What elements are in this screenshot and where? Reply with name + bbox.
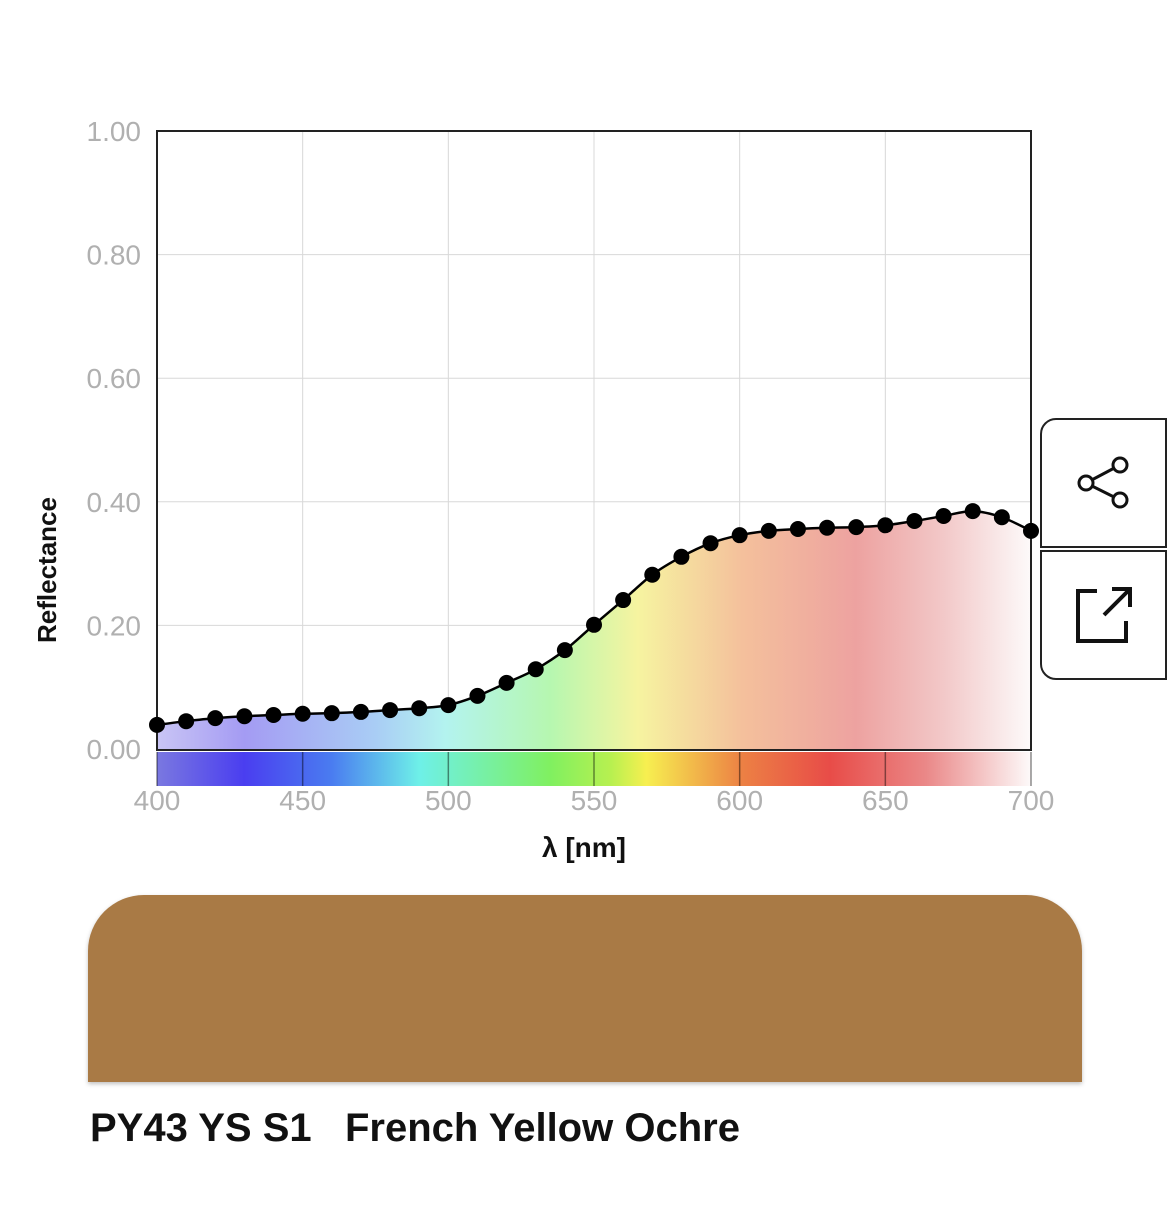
y-tick-label: 0.40 [87, 487, 142, 518]
share-button[interactable] [1040, 418, 1167, 548]
x-tick-label: 650 [862, 785, 909, 816]
data-point [819, 519, 836, 536]
data-point [993, 509, 1010, 526]
external-link-icon [1075, 587, 1132, 643]
data-point [411, 700, 428, 717]
x-tick-label: 700 [1008, 785, 1055, 816]
share-icon [1077, 456, 1128, 509]
y-tick-label: 0.20 [87, 610, 142, 641]
data-point [236, 708, 253, 725]
data-point [382, 702, 399, 719]
y-tick-label: 0.80 [87, 240, 142, 271]
data-point [178, 713, 195, 730]
data-point [265, 707, 282, 724]
data-point [294, 705, 311, 722]
data-point [149, 716, 165, 733]
data-point [906, 512, 923, 529]
x-tick-label: 600 [716, 785, 763, 816]
data-point [498, 674, 515, 691]
data-point [586, 616, 602, 633]
data-point [731, 527, 748, 544]
data-point [615, 592, 632, 609]
x-tick-label: 550 [571, 785, 618, 816]
data-point [789, 520, 806, 537]
data-point [440, 697, 457, 714]
spectrum-bar [157, 752, 1031, 786]
data-point [935, 508, 952, 525]
data-point [644, 566, 661, 583]
y-axis-label: Reflectance [32, 497, 62, 643]
data-point [323, 705, 340, 722]
data-point [352, 703, 369, 720]
x-axis-label: λ [nm] [542, 832, 626, 863]
data-point [673, 548, 690, 565]
data-point [469, 687, 486, 704]
data-point [527, 661, 544, 678]
x-tick-label: 400 [134, 785, 181, 816]
y-tick-label: 0.60 [87, 363, 142, 394]
data-point [207, 710, 224, 727]
data-point [877, 517, 894, 534]
paint-title: PY43 YS S1 French Yellow Ochre [90, 1106, 740, 1151]
y-tick-label: 1.00 [87, 116, 142, 147]
color-swatch [88, 895, 1082, 1082]
paint-code: PY43 YS S1 [90, 1106, 312, 1150]
data-point [556, 642, 573, 659]
data-point [964, 503, 981, 520]
data-point [1023, 522, 1039, 539]
x-tick-label: 500 [425, 785, 472, 816]
data-point [848, 519, 865, 536]
open-external-button[interactable] [1040, 550, 1167, 680]
x-tick-label: 450 [279, 785, 326, 816]
y-tick-label: 0.00 [87, 734, 142, 765]
paint-name: French Yellow Ochre [344, 1106, 740, 1150]
reflectance-chart: 400 450 500 550 600 650 700 0.00 0.20 0.40 0.60 0.8… [32, 116, 1055, 863]
data-point [760, 522, 777, 539]
plot-frame [156, 130, 1032, 751]
data-point [702, 535, 719, 552]
